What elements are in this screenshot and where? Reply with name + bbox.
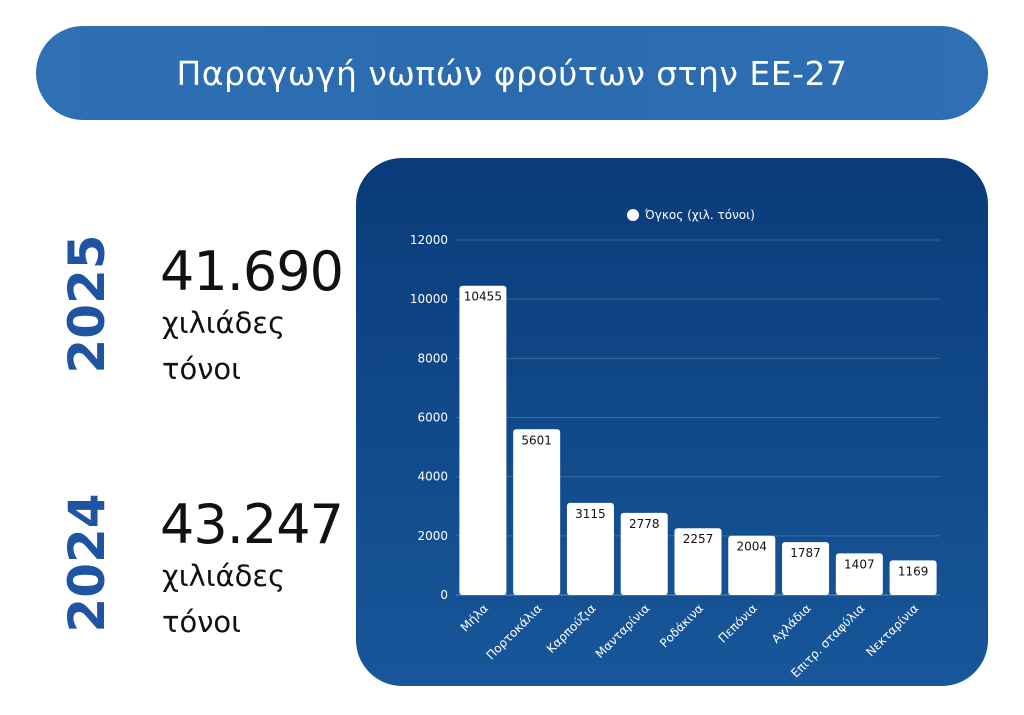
- bar-value-label: 1407: [844, 557, 875, 571]
- bar-value-label: 2004: [737, 540, 768, 554]
- y-tick-label: 2000: [417, 529, 448, 543]
- chart-legend: Όγκος (χιλ. τόνοι): [627, 208, 755, 222]
- bar-0: [459, 285, 507, 595]
- stat-unit-line2-2024: τόνοι: [162, 605, 241, 639]
- title-banner: Παραγωγή νωπών φρούτων στην ΕΕ-27: [36, 26, 988, 120]
- y-tick-label: 6000: [417, 411, 448, 425]
- category-label: Νεκταρίνια: [863, 601, 921, 659]
- bar-value-label: 1787: [790, 546, 821, 560]
- stat-unit-line1-2024: χιλιάδες: [162, 559, 286, 593]
- category-label: Καρπούζια: [544, 601, 599, 656]
- category-label: Πεπόνια: [716, 601, 760, 645]
- bar-value-label: 5601: [521, 433, 552, 447]
- bar-value-label: 2257: [683, 532, 714, 546]
- bar-5: [728, 535, 776, 595]
- stat-unit-2025: χιλιάδες τόνοι: [162, 300, 342, 392]
- bar-8: [889, 560, 937, 595]
- bar-value-label: 3115: [575, 507, 606, 521]
- bar-value-label: 2778: [629, 517, 660, 531]
- bar-7: [835, 553, 883, 595]
- bar-value-label: 10455: [464, 290, 502, 304]
- category-label: Μανταρίνια: [593, 601, 653, 661]
- category-label: Πορτοκάλια: [484, 601, 545, 662]
- y-tick-label: 10000: [410, 292, 448, 306]
- y-tick-label: 0: [440, 588, 448, 602]
- category-label: Αχλάδια: [769, 601, 814, 646]
- bar-3: [620, 512, 668, 595]
- bar-6: [782, 542, 830, 595]
- bar-value-label: 1169: [898, 564, 929, 578]
- bar-chart: Όγκος (χιλ. τόνοι) 0 2000 4000 6000 8000 1000…: [410, 208, 940, 680]
- page-title: Παραγωγή νωπών φρούτων στην ΕΕ-27: [176, 53, 848, 93]
- stat-unit-2024: χιλιάδες τόνοι: [162, 553, 342, 645]
- year-2024: 2024: [58, 493, 116, 633]
- legend-label: Όγκος (χιλ. τόνοι): [644, 208, 755, 222]
- bar-4: [674, 528, 722, 595]
- stat-unit-line1-2025: χιλιάδες: [162, 306, 286, 340]
- y-tick-label: 4000: [417, 470, 448, 484]
- stat-value-2024: 43.247: [160, 493, 344, 556]
- legend-marker: [627, 209, 639, 221]
- chart-panel: Όγκος (χιλ. τόνοι) 0 2000 4000 6000 8000 1000…: [356, 158, 988, 686]
- stat-unit-line2-2025: τόνοι: [162, 352, 241, 386]
- category-label: Μήλα: [458, 601, 491, 634]
- bar-2: [566, 502, 614, 595]
- y-tick-label: 8000: [417, 351, 448, 365]
- stat-value-2025: 41.690: [160, 240, 344, 303]
- category-label: Ροδάκινα: [657, 601, 706, 650]
- y-tick-label: 12000: [410, 233, 448, 247]
- bar-1: [513, 429, 561, 595]
- year-2025: 2025: [58, 234, 116, 374]
